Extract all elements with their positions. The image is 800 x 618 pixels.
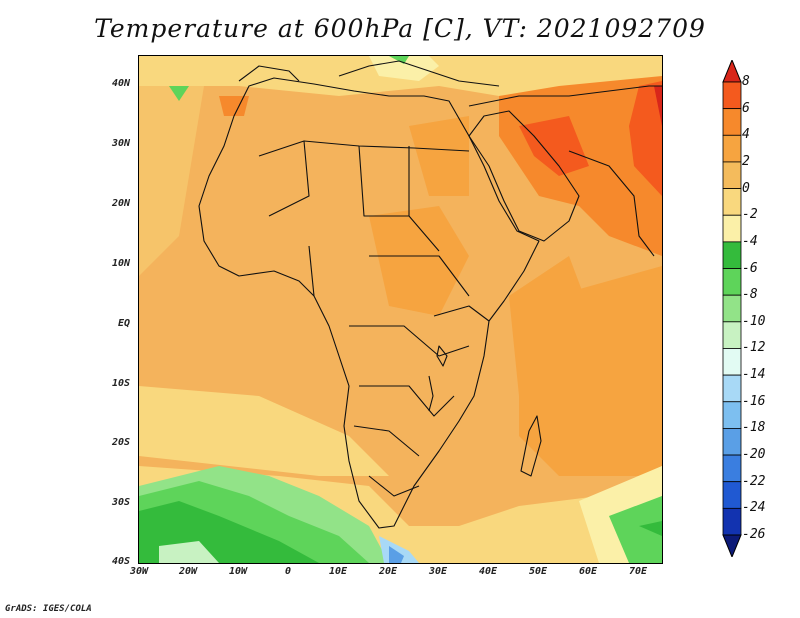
x-tick: 10W — [228, 566, 248, 577]
x-tick: 70E — [628, 566, 648, 577]
colorbar-label: -20 — [742, 447, 766, 463]
x-tick: 20E — [378, 566, 398, 577]
colorbar-segment — [722, 507, 742, 536]
colorbar-segment — [722, 481, 742, 509]
x-tick: 30E — [428, 566, 448, 577]
colorbar-segment — [722, 134, 742, 163]
x-tick: 50E — [528, 566, 548, 577]
colorbar-label: 4 — [742, 127, 750, 143]
colorbar-segment — [722, 60, 742, 83]
colorbar-label: -26 — [742, 527, 766, 542]
colorbar-label: -8 — [742, 287, 758, 303]
colorbar-segment — [722, 294, 742, 323]
y-tick: 40N — [111, 78, 130, 89]
credit-text: GrADS: IGES/COLA — [5, 604, 92, 614]
y-tick: 20N — [111, 198, 130, 209]
x-tick: 10E — [328, 566, 348, 577]
colorbar-segment — [722, 188, 742, 216]
map-panel — [138, 55, 663, 564]
colorbar-label: 8 — [742, 74, 750, 89]
y-tick: 10N — [111, 258, 130, 269]
y-tick: EQ — [117, 318, 130, 329]
colorbar-label: 2 — [742, 153, 750, 169]
colorbar-segment — [722, 321, 742, 349]
colorbar-segment — [722, 108, 742, 136]
colorbar-segment — [722, 534, 742, 557]
y-tick: 10S — [111, 378, 130, 389]
x-tick: 60E — [578, 566, 598, 577]
colorbar-segment — [722, 348, 742, 376]
x-tick: 40E — [478, 566, 498, 577]
colorbar-label: -2 — [742, 207, 758, 223]
chart-title: Temperature at 600hPa [C], VT: 202109270… — [94, 14, 706, 43]
colorbar-label: -22 — [742, 473, 766, 489]
x-tick: 0 — [284, 566, 292, 577]
colorbar-label: -14 — [742, 367, 766, 383]
colorbar-label: 0 — [742, 180, 750, 196]
colorbar-segment — [722, 81, 742, 110]
colorbar-label: -12 — [742, 340, 766, 356]
colorbar-label: -24 — [742, 500, 766, 516]
colorbar-segment — [722, 268, 742, 296]
y-tick: 30S — [111, 497, 130, 508]
temperature-field — [139, 56, 662, 563]
y-tick: 40S — [111, 556, 130, 567]
y-tick: 20S — [111, 437, 130, 448]
colorbar-segment — [722, 241, 742, 269]
colorbar-label: 6 — [742, 100, 750, 116]
colorbar-segment — [722, 214, 742, 243]
x-tick: 20W — [178, 566, 198, 577]
colorbar-segment — [722, 161, 742, 189]
colorbar-segment — [722, 374, 742, 403]
colorbar — [722, 60, 742, 557]
x-tick: 30W — [129, 566, 149, 577]
colorbar-segment — [722, 454, 742, 483]
colorbar-label: -16 — [742, 393, 766, 409]
y-tick: 30N — [111, 138, 130, 149]
colorbar-label: -10 — [742, 313, 766, 329]
colorbar-label: -18 — [742, 420, 766, 436]
colorbar-label: -4 — [742, 233, 758, 249]
colorbar-label: -6 — [742, 260, 758, 276]
colorbar-segment — [722, 428, 742, 456]
colorbar-segment — [722, 401, 742, 429]
